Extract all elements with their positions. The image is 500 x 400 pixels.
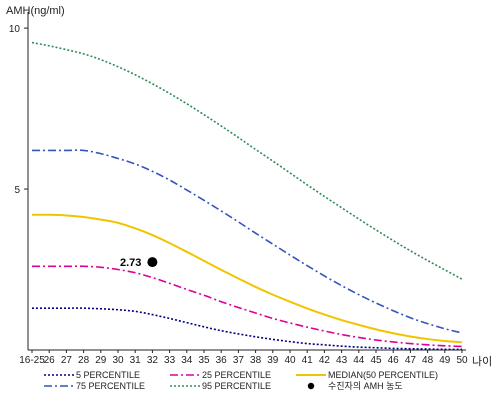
x-tick-label: 28 [78,355,90,366]
y-tick-label: 5 [14,185,20,196]
x-tick-label: 31 [130,355,142,366]
legend-label: 수진자의 AMH 농도 [328,381,403,391]
x-tick-label: 16-25 [19,355,45,366]
series-line-4 [31,41,463,280]
series-line-0 [31,307,463,351]
x-tick-label: 26 [44,355,56,366]
x-tick-label: 49 [439,355,451,366]
x-tick-label: 33 [164,355,176,366]
x-tick-label: 35 [198,355,210,366]
patient-amh-point [147,257,158,268]
series-line-2 [31,213,463,344]
point-layer: 2.73 [120,257,158,269]
x-tick-label: 29 [95,355,107,366]
legend-label: 75 PERCENTILE [76,381,145,391]
series-line-3 [31,149,463,334]
series-line-1 [31,265,463,348]
x-tick-label: 30 [112,355,124,366]
x-tick-label: 37 [233,355,245,366]
legend-point-marker [307,382,315,390]
x-tick-label: 32 [147,355,159,366]
x-tick-label: 36 [216,355,228,366]
x-tick-label: 27 [61,355,73,366]
x-tick-label: 43 [336,355,348,366]
x-tick-label: 40 [284,355,296,366]
legend-label: 95 PERCENTILE [202,381,271,391]
y-axis-title: AMH(ng/ml) [6,5,65,17]
x-tick-label: 34 [181,355,193,366]
legend-label: 5 PERCENTILE [76,370,140,380]
series-layer [31,41,463,351]
x-tick-label: 45 [370,355,382,366]
x-tick-label: 41 [302,355,314,366]
patient-amh-value-label: 2.73 [120,257,141,269]
x-tick-label: 42 [319,355,331,366]
legend-label: 25 PERCENTILE [202,370,271,380]
legend-label: MEDIAN(50 PERCENTILE) [328,370,438,380]
y-tick-label: 10 [9,24,21,35]
legend: 5 PERCENTILE 25 PERCENTILE MEDIAN(50 PERCE… [44,370,438,391]
x-tick-label: 47 [405,355,417,366]
x-tick-label: 48 [422,355,434,366]
x-tick-label: 39 [267,355,279,366]
x-tick-label: 44 [353,355,365,366]
x-tick-label: 50 [456,355,468,366]
x-axis-title: 나이 [472,355,492,368]
x-tick-label: 38 [250,355,262,366]
x-tick-label: 46 [388,355,400,366]
